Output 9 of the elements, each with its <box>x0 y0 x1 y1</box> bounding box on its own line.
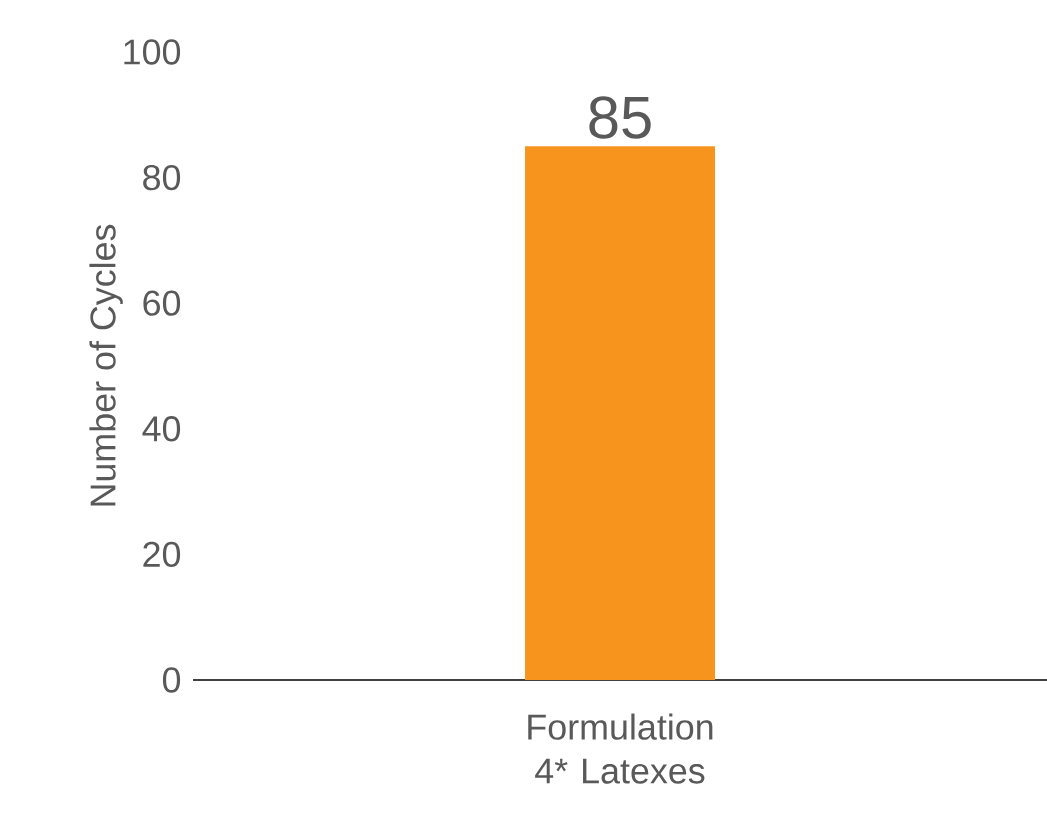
y-tick-label: 0 <box>162 667 181 693</box>
y-tick-label: 20 <box>143 541 181 568</box>
y-tick-label: 100 <box>124 39 181 65</box>
x-tick-label: Formulation 4* Latexes <box>528 713 713 784</box>
y-tick-label: 80 <box>143 164 181 191</box>
y-tick-label: 60 <box>143 290 181 316</box>
data-label: 85 <box>589 96 651 139</box>
y-axis-title: Number of Cycles <box>89 224 123 506</box>
y-tick-label: 40 <box>142 416 181 442</box>
